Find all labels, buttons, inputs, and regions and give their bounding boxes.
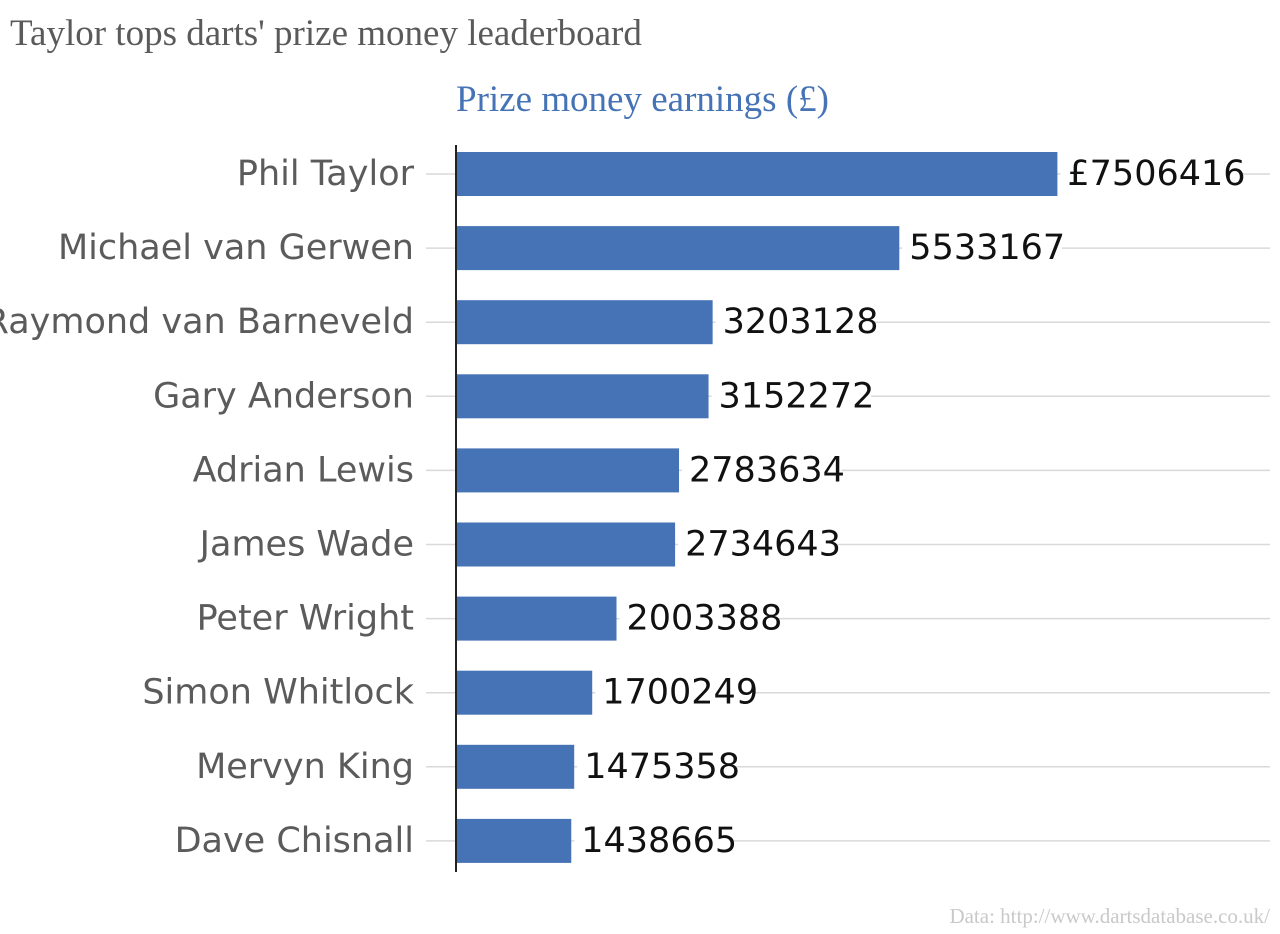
category-label: Michael van Gerwen: [58, 228, 414, 268]
value-label-background: [682, 448, 842, 493]
bar-simon-whitlock: [456, 670, 593, 715]
category-label: Adrian Lewis: [193, 450, 414, 490]
value-label-background: [715, 300, 876, 345]
category-label: Mervyn King: [196, 747, 414, 787]
value-label-background: [619, 596, 780, 641]
value-label: 1700249: [602, 673, 758, 713]
category-label: Raymond van Barneveld: [0, 302, 414, 342]
value-label: 3152272: [719, 376, 875, 416]
value-label: 2783634: [689, 450, 845, 490]
value-label-background: [711, 374, 872, 419]
category-label: Gary Anderson: [153, 376, 414, 416]
category-label: James Wade: [198, 525, 414, 565]
category-label: Dave Chisnall: [175, 821, 414, 861]
labels: £7506416 Phil Taylor 5533167 Michael van Ge…: [0, 154, 1246, 861]
value-label-background: [595, 670, 755, 715]
data-source-note: Data: http://www.dartsdatabase.co.uk/: [949, 904, 1270, 928]
bar-james-wade: [456, 522, 676, 567]
value-label: 5533167: [909, 228, 1065, 268]
value-label: 1438665: [581, 821, 737, 861]
value-label-background: [574, 818, 734, 863]
value-label: 3203128: [723, 302, 879, 342]
value-label: 2003388: [627, 599, 783, 639]
bar-peter-wright: [456, 596, 617, 641]
bar-mervyn-king: [456, 744, 575, 789]
bar-dave-chisnall: [456, 818, 572, 863]
bar-gary-anderson: [456, 374, 709, 419]
value-label-background: [902, 226, 1062, 271]
bar-raymond-van-barneveld: [456, 300, 713, 345]
value-label-background: [1060, 152, 1241, 196]
value-label-background: [678, 522, 838, 567]
value-label-background: [577, 744, 737, 789]
chart-subtitle: Prize money earnings (£): [456, 79, 829, 120]
bar-phil-taylor: [456, 152, 1058, 196]
category-label: Phil Taylor: [237, 154, 415, 194]
value-label: £7506416: [1067, 154, 1245, 194]
value-label: 2734643: [685, 525, 841, 565]
category-label: Simon Whitlock: [142, 673, 414, 713]
bar-adrian-lewis: [456, 448, 680, 493]
gridlines: [426, 173, 1270, 842]
value-label: 1475358: [584, 747, 740, 787]
chart-title: Taylor tops darts' prize money leaderboa…: [10, 13, 642, 54]
bars: [456, 152, 1241, 863]
category-label: Peter Wright: [197, 599, 414, 639]
bar-michael-van-gerwen: [456, 226, 900, 271]
